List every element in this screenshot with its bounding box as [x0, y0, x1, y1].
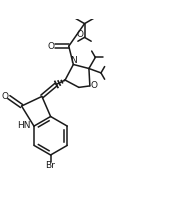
Text: N: N	[70, 56, 77, 65]
Text: HN: HN	[17, 121, 31, 130]
Text: O: O	[76, 30, 84, 39]
Text: O: O	[47, 42, 54, 51]
Text: O: O	[1, 92, 8, 101]
Text: O: O	[91, 81, 98, 90]
Text: Br: Br	[45, 161, 55, 170]
